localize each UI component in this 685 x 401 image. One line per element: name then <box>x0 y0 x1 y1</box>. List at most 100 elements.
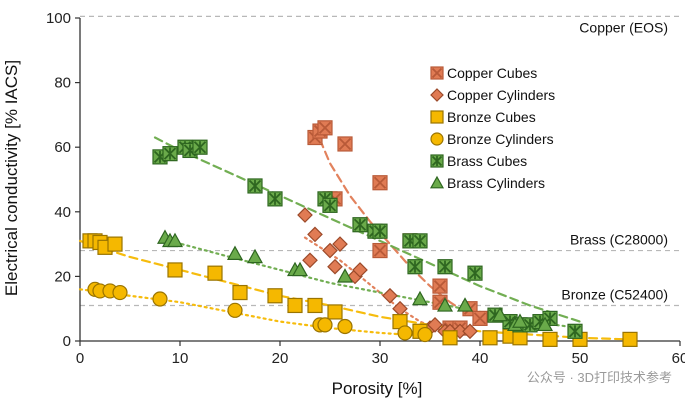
data-point-copper-cylinders <box>307 226 323 243</box>
data-point-bronze-cylinders <box>317 317 333 333</box>
data-point-bronze-cylinders-body <box>317 317 333 333</box>
data-point-bronze-cubes-body <box>442 330 458 346</box>
data-point-copper-cylinders <box>332 236 348 252</box>
x-tick-label: 10 <box>172 350 189 367</box>
data-point-copper-cylinders <box>327 258 343 275</box>
data-point-brass-cylinders-body <box>491 306 509 322</box>
data-point-brass-cubes <box>407 259 423 275</box>
data-point-copper-cubes <box>337 136 353 152</box>
data-point-brass-cylinders-body <box>411 290 429 306</box>
data-point-bronze-cubes <box>267 288 283 304</box>
data-point-brass-cylinders-body <box>336 268 354 283</box>
data-point-copper-cylinders <box>297 207 313 223</box>
legend-label-brass-cubes: Brass Cubes <box>447 153 527 169</box>
data-point-copper-cylinders-body <box>352 262 368 278</box>
data-point-bronze-cubes-body <box>207 265 223 281</box>
data-point-brass-cylinders <box>491 306 509 322</box>
trend-line-bronze-cylinders <box>78 288 432 338</box>
legend-marker-bronze-cylinders <box>430 132 444 146</box>
reference-label-copper-eos: Copper (EOS) <box>579 19 668 35</box>
data-point-brass-cubes <box>467 265 483 281</box>
y-tick-label: 40 <box>54 204 71 221</box>
data-point-bronze-cylinders <box>227 302 243 318</box>
data-point-bronze-cylinders <box>417 326 433 343</box>
data-point-brass-cubes <box>247 178 263 194</box>
series-bronze-cylinders <box>87 281 433 343</box>
data-point-bronze-cubes-body <box>267 288 283 304</box>
x-tick-label: 50 <box>572 350 589 367</box>
data-point-bronze-cylinders <box>337 318 353 335</box>
data-point-brass-cylinders <box>246 248 264 264</box>
data-point-brass-cubes <box>162 146 178 162</box>
data-point-copper-cylinders <box>352 262 368 278</box>
legend-label-copper-cubes: Copper Cubes <box>447 65 537 81</box>
data-point-copper-cubes <box>472 310 488 326</box>
reference-label-brass-c28000: Brass (C28000) <box>570 232 668 248</box>
data-point-brass-cylinders-body <box>436 297 454 312</box>
data-point-copper-cubes-cross <box>318 121 332 134</box>
x-tick-label: 60 <box>672 350 685 367</box>
y-tick-label: 100 <box>46 10 71 27</box>
data-point-bronze-cubes-body <box>107 236 123 252</box>
legend-marker-copper-cubes-cross <box>431 67 443 79</box>
data-point-brass-cylinders-body <box>456 297 474 312</box>
data-point-brass-cylinders <box>291 261 309 277</box>
series-bronze-cubes <box>82 233 638 347</box>
data-point-brass-cubes <box>412 233 428 249</box>
data-point-copper-cubes <box>432 278 448 294</box>
data-point-bronze-cubes <box>442 330 458 346</box>
legend-marker-copper-cylinders <box>430 88 444 102</box>
legend-marker-copper-cylinders-body <box>430 88 444 102</box>
plot-area: Copper (EOS) Brass (C28000) Bronze (C52400… <box>46 10 685 367</box>
legend-marker-brass-cubes <box>430 154 444 168</box>
data-point-copper-cubes-cross <box>433 279 447 293</box>
data-point-bronze-cubes-body <box>482 330 498 346</box>
data-point-bronze-cubes-body <box>287 297 303 314</box>
data-point-bronze-cubes <box>512 330 528 346</box>
x-tick-label: 0 <box>76 350 84 367</box>
data-point-brass-cylinders <box>536 316 554 332</box>
legend-marker-bronze-cylinders-body <box>430 132 444 146</box>
legend: Copper Cubes Copper Cylinders Bronze Cubes… <box>429 65 555 191</box>
data-point-brass-cylinders <box>456 297 474 312</box>
x-axis-title: Porosity [%] <box>332 379 423 398</box>
data-point-copper-cubes <box>317 120 333 136</box>
y-tick-label: 0 <box>63 333 71 350</box>
legend-label-brass-cylinders: Brass Cylinders <box>447 175 545 191</box>
data-point-bronze-cylinders-body <box>337 318 353 335</box>
data-point-bronze-cubes <box>327 304 343 320</box>
data-point-bronze-cubes <box>542 331 558 347</box>
y-tick-label: 80 <box>54 75 71 92</box>
data-point-copper-cubes-cross <box>473 312 487 325</box>
data-point-bronze-cubes <box>307 297 323 314</box>
data-point-copper-cubes <box>372 175 388 191</box>
legend-label-bronze-cubes: Bronze Cubes <box>447 109 536 125</box>
data-point-brass-cylinders-body <box>511 313 529 328</box>
data-point-bronze-cubes <box>167 262 183 278</box>
data-point-copper-cylinders-body <box>462 323 478 340</box>
data-point-copper-cylinders-body <box>332 236 348 252</box>
data-point-copper-cubes-cross <box>373 244 387 257</box>
data-point-bronze-cylinders-body <box>397 325 413 341</box>
data-point-bronze-cubes-body <box>622 331 638 347</box>
data-point-bronze-cylinders <box>152 291 168 307</box>
x-tick-label: 30 <box>372 350 389 367</box>
data-point-brass-cylinders <box>166 232 184 248</box>
data-point-copper-cylinders <box>302 252 318 269</box>
data-point-copper-cylinders <box>382 287 398 304</box>
data-point-bronze-cubes <box>107 236 123 252</box>
data-point-copper-cylinders-body <box>307 226 323 243</box>
data-point-copper-cylinders-body <box>327 258 343 275</box>
data-point-brass-cylinders <box>436 297 454 312</box>
y-tick-label: 60 <box>54 139 71 156</box>
data-point-brass-cylinders <box>226 245 244 260</box>
legend-marker-copper-cubes <box>430 66 444 80</box>
data-point-copper-cylinders <box>322 242 338 259</box>
data-point-brass-cylinders <box>336 268 354 283</box>
legend-marker-bronze-cubes <box>430 110 444 124</box>
data-point-brass-cylinders-body <box>226 245 244 260</box>
data-point-bronze-cylinders-body <box>227 302 243 318</box>
data-point-brass-cubes <box>322 197 338 213</box>
data-point-brass-cylinders <box>411 290 429 306</box>
